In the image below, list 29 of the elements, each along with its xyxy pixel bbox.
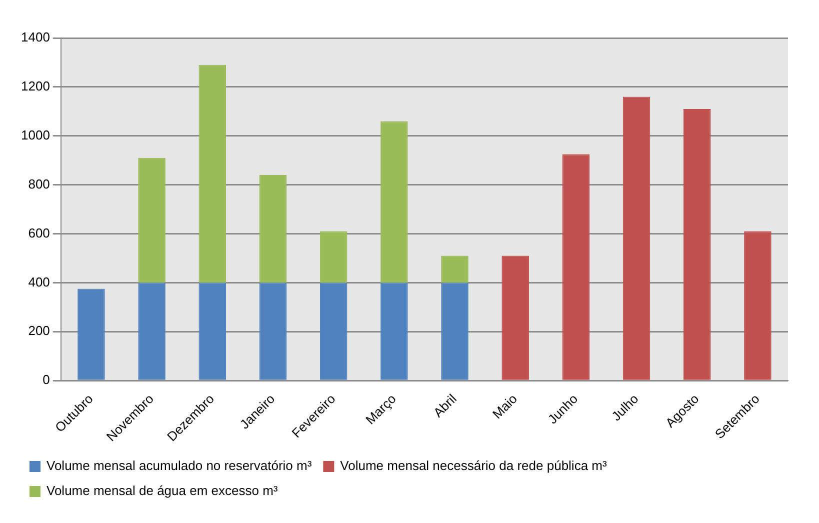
legend-label: Volume mensal acumulado no reservatório m³ xyxy=(46,458,312,474)
legend-label: Volume mensal de água em excesso m³ xyxy=(46,483,278,498)
bar xyxy=(441,282,468,380)
bar xyxy=(198,64,226,283)
bar xyxy=(259,175,287,283)
y-tick-label: 1400 xyxy=(21,30,50,45)
bar xyxy=(380,282,408,380)
bar xyxy=(380,121,408,283)
y-tick-label: 600 xyxy=(28,225,50,240)
legend-label: Volume mensal necessário da rede pública m³ xyxy=(340,458,608,474)
bar xyxy=(138,282,166,380)
bar xyxy=(683,108,711,380)
bar xyxy=(441,256,468,283)
bar xyxy=(259,282,287,380)
bar xyxy=(622,96,650,380)
bar xyxy=(320,282,348,380)
bar xyxy=(78,288,105,380)
y-tick-label: 800 xyxy=(28,176,50,192)
bar xyxy=(320,231,348,283)
y-tick-label: 1000 xyxy=(21,127,50,142)
y-tick-label: 200 xyxy=(28,323,50,338)
y-tick-label: 0 xyxy=(42,372,50,388)
bar xyxy=(198,282,226,380)
y-tick-label: 1200 xyxy=(21,78,50,94)
bar xyxy=(744,231,772,380)
bar xyxy=(138,158,166,283)
bar xyxy=(562,154,590,380)
bar xyxy=(502,256,529,380)
y-tick-label: 400 xyxy=(28,274,50,290)
